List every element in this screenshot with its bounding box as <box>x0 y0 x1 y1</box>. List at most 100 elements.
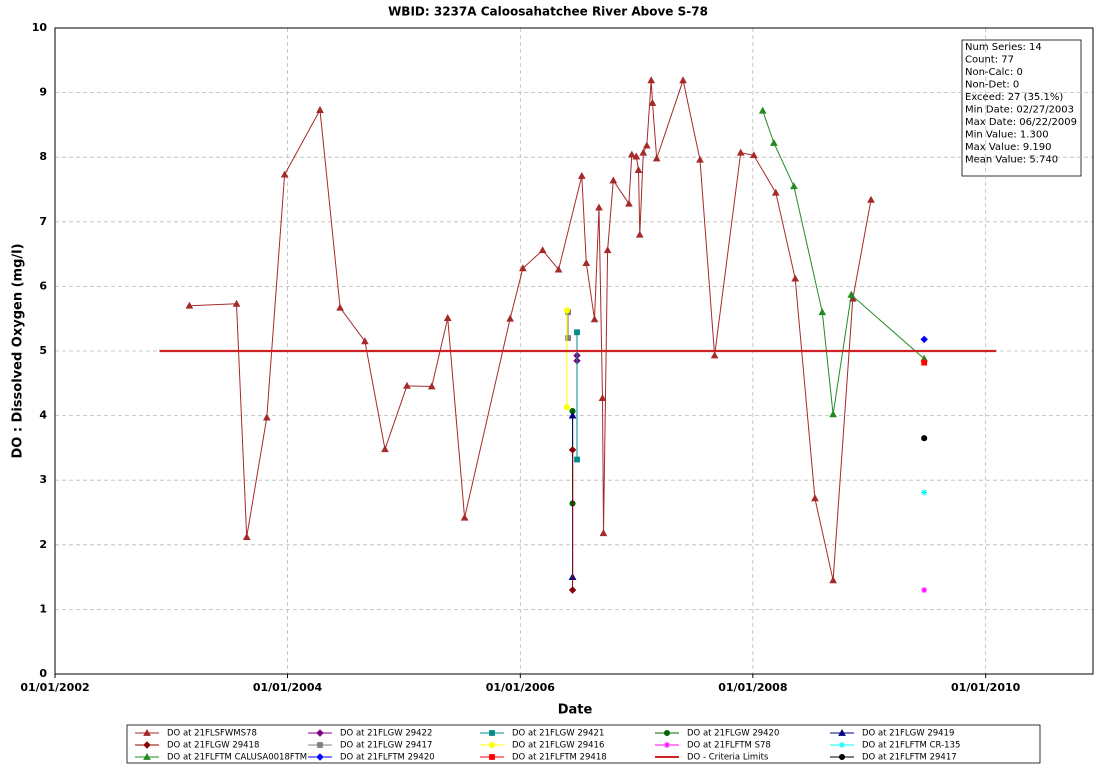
marker <box>565 335 572 341</box>
marker <box>336 303 344 311</box>
marker <box>811 494 819 502</box>
x-tick-label: 01/01/2008 <box>718 681 787 694</box>
y-tick-label: 3 <box>39 473 47 486</box>
legend-label: DO at 21FLFTM 29417 <box>862 753 957 763</box>
y-tick-label: 5 <box>39 344 47 357</box>
y-tick-label: 2 <box>39 538 47 551</box>
marker <box>839 742 845 748</box>
marker <box>921 435 928 442</box>
marker <box>577 171 586 179</box>
marker <box>818 308 827 316</box>
marker <box>262 413 271 421</box>
stats-text: Min Value: 1.300 <box>965 130 1049 141</box>
x-tick-label: 01/01/2002 <box>20 681 89 694</box>
legend-item: DO at 21FLGW 29421 <box>480 729 604 739</box>
legend-label: DO at 21FLGW 29417 <box>340 741 432 751</box>
marker <box>603 246 612 254</box>
marker <box>791 274 800 282</box>
marker <box>625 199 633 207</box>
marker <box>568 446 577 454</box>
marker <box>921 489 928 496</box>
marker <box>232 299 241 307</box>
legend-item: DO at 21FLGW 29422 <box>308 729 432 739</box>
y-tick-label: 8 <box>39 150 47 163</box>
legend-label: DO at 21FLGW 29418 <box>167 741 259 751</box>
marker <box>574 329 580 336</box>
legend-label: DO at 21FLGW 29416 <box>512 741 604 751</box>
marker <box>598 394 607 402</box>
marker <box>848 294 857 302</box>
marker <box>460 513 469 521</box>
marker <box>838 728 846 736</box>
legend-item: DO at 21FLGW 29419 <box>830 729 954 739</box>
x-tick-label: 01/01/2006 <box>486 681 556 694</box>
marker <box>829 576 837 584</box>
marker <box>554 265 563 273</box>
legend-item: DO at 21FLFTM CALUSA0018FTM <box>135 753 307 763</box>
y-tick-label: 6 <box>39 279 47 292</box>
marker <box>921 359 928 366</box>
marker <box>563 404 570 411</box>
stats-text: Num Series: 14 <box>965 42 1042 53</box>
marker <box>867 195 875 203</box>
marker <box>316 729 324 737</box>
marker <box>489 754 495 760</box>
marker <box>770 138 778 146</box>
legend-item: DO at 21FLGW 29416 <box>480 741 604 751</box>
legend-box <box>126 724 1041 764</box>
marker <box>710 351 719 359</box>
legend-item: DO at 21FLGW 29420 <box>655 729 779 739</box>
legend-item: DO at 21FLSFWMS78 <box>135 729 257 739</box>
marker <box>790 182 798 190</box>
legend-item: DO at 21FLGW 29418 <box>135 741 259 751</box>
legend-item: DO at 21FLFTM CR-135 <box>830 741 960 751</box>
marker <box>639 148 648 156</box>
marker <box>143 728 151 736</box>
marker <box>921 587 928 594</box>
marker <box>403 381 411 389</box>
stats-box <box>961 39 1082 177</box>
marker <box>595 203 603 211</box>
legend-label: DO at 21FLGW 29422 <box>340 729 432 739</box>
x-tick-label: 01/01/2010 <box>951 681 1021 694</box>
legend-label: DO at 21FLFTM CR-135 <box>862 741 960 751</box>
y-tick-label: 4 <box>39 409 47 422</box>
marker <box>634 166 643 174</box>
marker <box>749 151 758 159</box>
marker <box>736 148 745 156</box>
legend-label: DO at 21FLSFWMS78 <box>167 729 257 739</box>
legend-item: DO at 21FLFTM 29418 <box>480 753 607 763</box>
legend-label: DO at 21FLGW 29420 <box>687 729 779 739</box>
legend-item: DO at 21FLGW 29417 <box>308 741 432 751</box>
marker <box>648 98 657 106</box>
y-tick-label: 0 <box>39 667 47 680</box>
stats-text: Non-Det: 0 <box>965 80 1019 91</box>
marker <box>696 155 704 163</box>
marker <box>679 76 687 84</box>
marker <box>920 335 928 344</box>
legend-label: DO at 21FLGW 29421 <box>512 729 604 739</box>
marker <box>280 170 289 178</box>
marker <box>427 382 436 390</box>
marker <box>381 445 389 453</box>
stats-text: Max Date: 06/22/2009 <box>965 117 1077 128</box>
marker <box>642 141 651 149</box>
y-tick-label: 1 <box>39 602 47 615</box>
marker <box>143 752 151 760</box>
plot-frame <box>54 27 1094 675</box>
chart-title: WBID: 3237A Caloosahatchee River Above S… <box>388 5 708 19</box>
stats-text: Min Date: 02/27/2003 <box>965 105 1074 116</box>
marker <box>590 315 599 323</box>
y-axis-label: DO : Dissolved Oxygen (mg/l) <box>11 243 26 458</box>
marker <box>143 741 151 749</box>
marker <box>635 230 644 238</box>
stats-text: Exceed: 27 (35.1%) <box>965 92 1063 103</box>
marker <box>316 753 324 761</box>
marker <box>443 314 452 321</box>
x-axis-label: Date <box>558 703 593 718</box>
marker <box>647 76 656 84</box>
marker <box>627 150 636 158</box>
legend-label: DO at 21FLFTM S78 <box>687 741 771 751</box>
marker <box>489 730 495 736</box>
